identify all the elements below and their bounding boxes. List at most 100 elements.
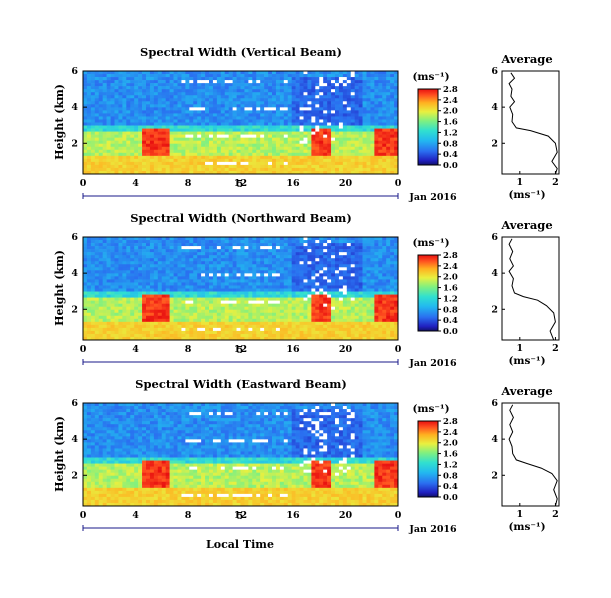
month-label: Jan 2016: [408, 524, 457, 535]
y-tick-label: 2: [71, 470, 78, 481]
average-profile-plot: 2 4 6 1 2: [491, 232, 560, 354]
colorbar-tick-label: 2.4: [443, 262, 458, 272]
x-tick-label: 16: [286, 344, 300, 355]
average-x-tick-label: 1: [517, 509, 524, 520]
panel-title: Spectral Width (Vertical Beam): [140, 45, 342, 59]
colorbar-tick-label: 2.0: [443, 273, 458, 283]
average-xlabel: (ms⁻¹): [508, 521, 545, 533]
colorbar-unit: (ms⁻¹): [412, 237, 449, 249]
panel-eastward: Spectral Width (Eastward Beam) 0 4 8 12 16 20…: [53, 377, 560, 535]
average-xlabel: (ms⁻¹): [508, 189, 545, 201]
month-label: Jan 2016: [408, 358, 457, 369]
x-tick-label: 0: [395, 510, 402, 521]
average-y-tick-label: 4: [491, 434, 498, 445]
x-tick-label: 4: [132, 344, 139, 355]
colorbar-tick-label: 1.2: [443, 128, 458, 138]
average-y-tick-label: 2: [491, 304, 498, 315]
x-tick-label: 8: [185, 344, 192, 355]
x-tick-label: 0: [80, 510, 87, 521]
x-tick-label: 20: [339, 344, 353, 355]
x-tick-label: 8: [185, 510, 192, 521]
y-tick-label: 2: [71, 304, 78, 315]
date-axis: [82, 359, 399, 365]
colorbar-gradient: [417, 420, 439, 498]
x-tick-label: 0: [80, 178, 87, 189]
average-x-tick-label: 2: [552, 509, 559, 520]
x-tick-label: 4: [132, 178, 139, 189]
heatmap-plot: [82, 70, 399, 175]
x-tick-label: 12: [234, 178, 247, 189]
colorbar-tick-label: 1.6: [443, 118, 458, 128]
heatmap-plot: [82, 236, 399, 341]
average-profile-line: [508, 238, 556, 341]
average-profile-plot: 2 4 6 1 2: [491, 398, 560, 520]
x-tick-label: 8: [185, 178, 192, 189]
average-y-tick-label: 2: [491, 470, 498, 481]
y-tick-label: 4: [71, 268, 78, 279]
colorbar-tick-label: 2.0: [443, 107, 458, 117]
heatmap-plot: [82, 402, 399, 507]
colorbar-tick-label: 0.0: [443, 161, 458, 171]
average-title: Average: [500, 52, 552, 66]
colorbar-tick-label: 0.0: [443, 327, 458, 337]
date-label: 5: [237, 345, 244, 356]
date-label: 5: [237, 179, 244, 190]
colorbar-unit: (ms⁻¹): [412, 71, 449, 83]
colorbar-tick-label: 2.8: [443, 251, 458, 261]
average-x-tick-label: 2: [552, 177, 559, 188]
x-tick-label: 16: [286, 178, 300, 189]
colorbar-unit: (ms⁻¹): [412, 403, 449, 415]
panel-title: Spectral Width (Northward Beam): [130, 211, 352, 225]
x-tick-label: 0: [395, 178, 402, 189]
average-frame: [501, 236, 560, 341]
colorbar-gradient: [417, 254, 439, 332]
average-y-tick-label: 6: [491, 66, 498, 77]
x-tick-label: 20: [339, 178, 353, 189]
panel-vertical: Spectral Width (Vertical Beam) 0 4 8 12 16 20…: [53, 45, 560, 203]
colorbar-tick-label: 2.4: [443, 96, 458, 106]
average-xlabel: (ms⁻¹): [508, 355, 545, 367]
panel-northward: Spectral Width (Northward Beam) 0 4 8 12 16 2…: [53, 211, 560, 369]
average-frame: [501, 402, 560, 507]
average-y-tick-label: 4: [491, 268, 498, 279]
x-tick-label: 20: [339, 510, 353, 521]
average-x-tick-label: 1: [517, 343, 524, 354]
x-axis: 0 4 8 12 16 20 0: [80, 178, 402, 189]
average-profile-line: [508, 72, 558, 175]
x-tick-label: 12: [234, 344, 247, 355]
colorbar: 0.00.40.81.21.62.02.42.8: [417, 417, 458, 503]
y-tick-label: 6: [71, 398, 78, 409]
average-y-tick-label: 2: [491, 138, 498, 149]
colorbar: 0.00.40.81.21.62.02.42.8: [417, 251, 458, 337]
y-axis: 2 4 6: [71, 232, 87, 315]
x-tick-label: 4: [132, 510, 139, 521]
colorbar-tick-label: 0.8: [443, 471, 458, 481]
y-axis-label: Height (km): [53, 250, 66, 326]
colorbar-tick-label: 0.4: [443, 316, 458, 326]
average-y-tick-label: 4: [491, 102, 498, 113]
panel-title: Spectral Width (Eastward Beam): [135, 377, 347, 391]
y-tick-label: 6: [71, 66, 78, 77]
colorbar-tick-label: 1.6: [443, 284, 458, 294]
month-label: Jan 2016: [408, 192, 457, 203]
x-tick-label: 16: [286, 510, 300, 521]
average-profile-plot: 2 4 6 1 2: [491, 66, 560, 188]
average-profile-line: [508, 404, 558, 507]
colorbar-tick-label: 0.4: [443, 150, 458, 160]
average-x-tick-label: 1: [517, 177, 524, 188]
colorbar-tick-label: 0.8: [443, 305, 458, 315]
average-y-tick-label: 6: [491, 398, 498, 409]
average-title: Average: [500, 218, 552, 232]
date-axis: [82, 525, 399, 531]
x-axis: 0 4 8 12 16 20 0: [80, 344, 402, 355]
y-tick-label: 4: [71, 434, 78, 445]
y-axis-label: Height (km): [53, 416, 66, 492]
x-axis: 0 4 8 12 16 20 0: [80, 510, 402, 521]
date-label: 5: [237, 511, 244, 522]
colorbar-tick-label: 0.0: [443, 493, 458, 503]
colorbar-tick-label: 2.8: [443, 85, 458, 95]
colorbar-tick-label: 2.8: [443, 417, 458, 427]
x-axis-label: Local Time: [206, 538, 274, 551]
colorbar-tick-label: 1.2: [443, 294, 458, 304]
colorbar-tick-label: 0.8: [443, 139, 458, 149]
